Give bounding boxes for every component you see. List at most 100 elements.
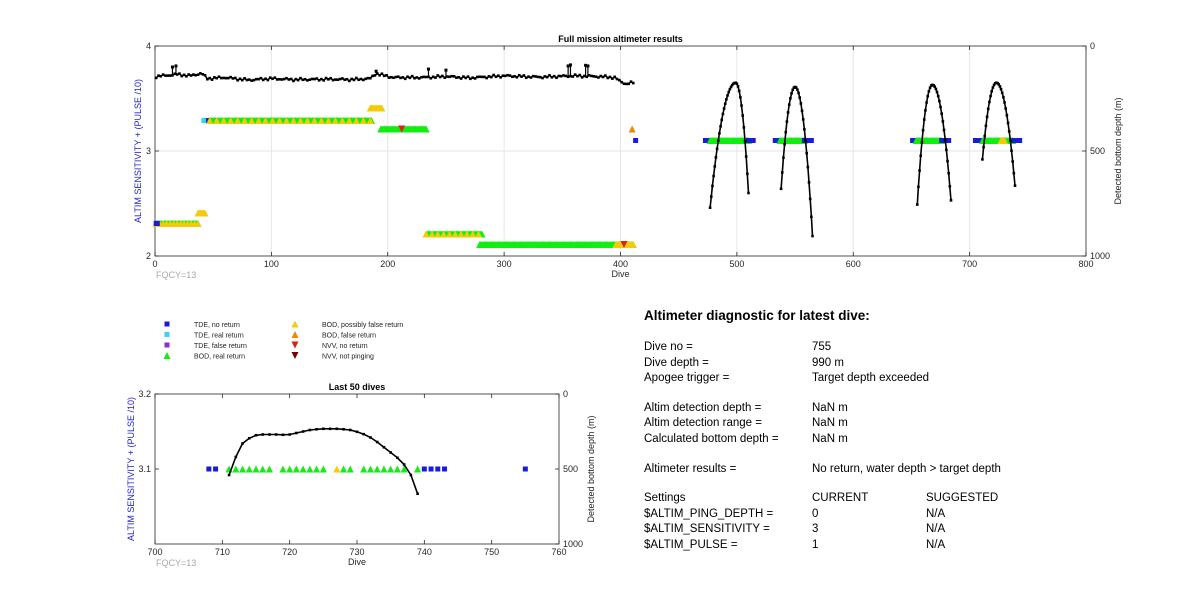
depth-point bbox=[740, 104, 743, 107]
y-axis-label: ALTIM SENSITIVITY + (PULSE /10) bbox=[126, 397, 136, 541]
diag-value: 1 bbox=[812, 538, 819, 551]
depth-point bbox=[709, 195, 713, 198]
depth-point bbox=[452, 75, 456, 78]
depth-point bbox=[808, 197, 812, 201]
depth-point bbox=[431, 75, 435, 79]
legend-label: NVV, no return bbox=[322, 343, 368, 350]
depth-point bbox=[416, 492, 419, 496]
depth-point bbox=[483, 75, 486, 79]
marker-tde-no bbox=[154, 220, 160, 226]
marker-bod-real bbox=[414, 465, 422, 473]
marker-bod-possible bbox=[422, 230, 430, 238]
legend-label: TDE, no return bbox=[194, 322, 240, 329]
depth-point bbox=[227, 473, 231, 477]
marker-bod-possible bbox=[324, 117, 332, 125]
depth-point bbox=[268, 76, 272, 79]
depth-point bbox=[494, 75, 498, 79]
depth-point bbox=[280, 78, 284, 81]
depth-point bbox=[434, 76, 437, 79]
marker-bod-possible bbox=[434, 230, 442, 238]
diag-col-suggested: SUGGESTED bbox=[926, 492, 999, 505]
depth-point bbox=[741, 114, 744, 117]
depth-point bbox=[550, 75, 554, 79]
y2-axis-label: Detected bottom depth (m) bbox=[586, 415, 596, 522]
depth-point bbox=[417, 77, 421, 80]
depth-point bbox=[252, 78, 256, 82]
legend-marker-tde-false bbox=[164, 342, 170, 348]
marker-bod-real bbox=[366, 465, 374, 473]
depth-point bbox=[396, 75, 400, 78]
marker-tde-no bbox=[1017, 138, 1023, 143]
depth-point bbox=[334, 78, 337, 81]
y2-tick-label: 0 bbox=[1090, 41, 1095, 51]
depth-point bbox=[287, 78, 291, 81]
depth-point bbox=[620, 80, 623, 84]
diag-value: N/A bbox=[926, 538, 946, 551]
depth-point bbox=[806, 165, 810, 169]
depth-point bbox=[784, 130, 788, 134]
diag-row-calculated-depth: Calculated bottom depth = NaN m bbox=[644, 433, 1164, 449]
diag-row-ping-depth: $ALTIM_PING_DEPTH = 0 N/A bbox=[644, 508, 1164, 524]
marker-bod-real bbox=[360, 465, 368, 473]
depth-point bbox=[375, 72, 379, 75]
marker-bod-possible bbox=[310, 117, 318, 125]
depth-point bbox=[164, 74, 167, 77]
depth-point bbox=[308, 78, 312, 81]
marker-bod-possible bbox=[201, 209, 209, 217]
marker-bod-possible bbox=[262, 117, 270, 125]
depth-point bbox=[382, 74, 386, 78]
depth-point bbox=[389, 451, 392, 454]
marker-bod-possible bbox=[220, 117, 228, 125]
depth-point bbox=[811, 234, 814, 238]
depth-point bbox=[364, 77, 367, 81]
depth-point bbox=[743, 139, 747, 143]
depth-point bbox=[261, 78, 265, 82]
depth-point bbox=[720, 118, 724, 122]
diag-value: NaN m bbox=[812, 432, 848, 445]
chart-title: Full mission altimeter results bbox=[558, 34, 683, 44]
depth-point bbox=[1003, 101, 1006, 104]
depth-point bbox=[990, 89, 994, 93]
depth-point bbox=[396, 456, 399, 460]
depth-point bbox=[941, 120, 945, 123]
depth-point bbox=[517, 73, 521, 77]
marker-bod-possible bbox=[241, 117, 249, 125]
legend-marker-bod-real bbox=[163, 352, 171, 359]
depth-point bbox=[406, 75, 409, 79]
depth-point bbox=[515, 75, 519, 79]
depth-point bbox=[584, 63, 588, 67]
diag-value: N/A bbox=[926, 523, 946, 536]
depth-point bbox=[301, 430, 305, 433]
depth-point bbox=[259, 76, 263, 80]
x-tick-label: 700 bbox=[147, 547, 162, 557]
diag-value: Target depth exceeded bbox=[812, 372, 930, 385]
depth-point bbox=[327, 78, 330, 81]
diag-row-dive-no: Dive no = 755 bbox=[644, 341, 1164, 357]
depth-point bbox=[157, 74, 160, 77]
depth-point bbox=[992, 83, 996, 87]
depth-point bbox=[415, 76, 419, 79]
depth-point bbox=[266, 78, 270, 82]
depth-point bbox=[234, 455, 238, 459]
depth-point bbox=[746, 172, 749, 176]
legend-label: TDE, false return bbox=[194, 343, 247, 350]
depth-point bbox=[534, 75, 537, 78]
y-tick-label: 3.1 bbox=[138, 464, 151, 474]
y-tick-label: 2 bbox=[146, 251, 151, 261]
depth-point bbox=[429, 76, 433, 80]
depth-point bbox=[566, 75, 570, 79]
depth-point bbox=[174, 64, 178, 68]
depth-point bbox=[940, 112, 943, 116]
x-tick-label: 800 bbox=[1078, 259, 1093, 269]
marker-tde-no bbox=[946, 138, 952, 143]
depth-point bbox=[178, 72, 181, 75]
marker-bod-real bbox=[286, 465, 294, 473]
depth-point bbox=[362, 432, 366, 436]
depth-point bbox=[597, 76, 600, 79]
depth-point bbox=[201, 73, 205, 76]
diag-label: $ALTIM_PING_DEPTH = bbox=[644, 507, 774, 520]
depth-point bbox=[292, 79, 295, 83]
chart-title: Last 50 dives bbox=[329, 382, 386, 392]
depth-point bbox=[217, 75, 221, 79]
depth-point bbox=[392, 76, 395, 80]
